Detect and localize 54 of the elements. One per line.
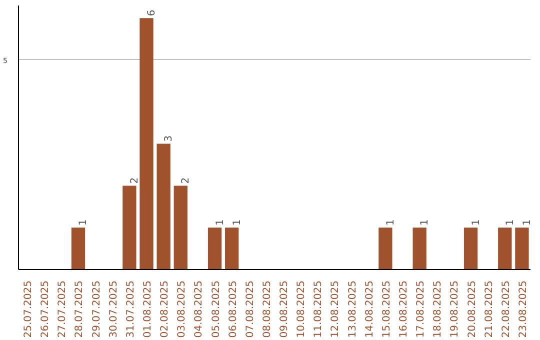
x-tick-label: 07.08.2025 xyxy=(244,280,256,338)
x-tick-label: 13.08.2025 xyxy=(347,280,358,338)
bar xyxy=(71,228,86,270)
x-tick-label: 26.07.2025 xyxy=(40,280,52,338)
bar xyxy=(140,18,154,270)
data-label: 1 xyxy=(232,219,243,226)
bar xyxy=(208,228,222,270)
data-label: 1 xyxy=(78,219,90,226)
x-tick-label: 23.08.2025 xyxy=(518,280,529,338)
x-tick-label: 20.08.2025 xyxy=(466,280,478,338)
data-label: 1 xyxy=(385,219,396,226)
x-tick-label: 19.08.2025 xyxy=(450,280,461,338)
bar xyxy=(225,228,239,270)
x-tick-label: 30.07.2025 xyxy=(108,280,120,338)
data-label: 3 xyxy=(164,135,175,142)
x-tick-label: 29.07.2025 xyxy=(91,280,102,338)
x-tick-label: 15.08.2025 xyxy=(381,280,392,338)
x-tick-label: 27.07.2025 xyxy=(57,280,68,338)
bar xyxy=(122,186,136,270)
x-tick-label: 21.08.2025 xyxy=(484,280,495,338)
x-tick-label: 09.08.2025 xyxy=(279,280,290,338)
data-label: 6 xyxy=(146,10,158,16)
x-tick-label: 18.08.2025 xyxy=(432,280,444,338)
x-tick-label: 01.08.2025 xyxy=(142,280,154,338)
x-tick-label: 03.08.2025 xyxy=(176,280,188,338)
x-tick-label: 25.07.2025 xyxy=(23,280,34,338)
x-tick-label: 11.08.2025 xyxy=(313,280,324,338)
x-tick-label: 17.08.2025 xyxy=(416,280,427,338)
x-tick-label: 04.08.2025 xyxy=(194,280,205,338)
bar xyxy=(156,144,170,270)
x-tick-label: 28.07.2025 xyxy=(74,280,86,338)
bar xyxy=(378,228,392,270)
bar xyxy=(174,186,188,270)
x-tick-label: 12.08.2025 xyxy=(330,280,342,338)
data-label: 1 xyxy=(420,219,431,226)
x-tick-label: 22.08.2025 xyxy=(500,280,512,338)
bar xyxy=(412,228,426,270)
x-tick-label: 16.08.2025 xyxy=(398,280,410,338)
data-label: 2 xyxy=(129,177,140,184)
bar xyxy=(464,228,478,270)
data-label: 1 xyxy=(522,219,533,226)
x-tick-label: 31.07.2025 xyxy=(125,280,136,338)
data-label: 2 xyxy=(180,177,192,184)
x-tick-label: 05.08.2025 xyxy=(210,280,222,338)
bar xyxy=(498,228,512,270)
data-label: 1 xyxy=(504,219,516,226)
x-tick-label: 08.08.2025 xyxy=(262,280,273,338)
bar xyxy=(515,228,529,270)
x-tick-label: 02.08.2025 xyxy=(160,280,171,338)
x-tick-label: 10.08.2025 xyxy=(296,280,308,338)
x-tick-label: 14.08.2025 xyxy=(364,280,376,338)
data-label: 1 xyxy=(470,219,482,226)
data-label: 1 xyxy=(214,219,226,226)
x-tick-label: 06.08.2025 xyxy=(228,280,239,338)
